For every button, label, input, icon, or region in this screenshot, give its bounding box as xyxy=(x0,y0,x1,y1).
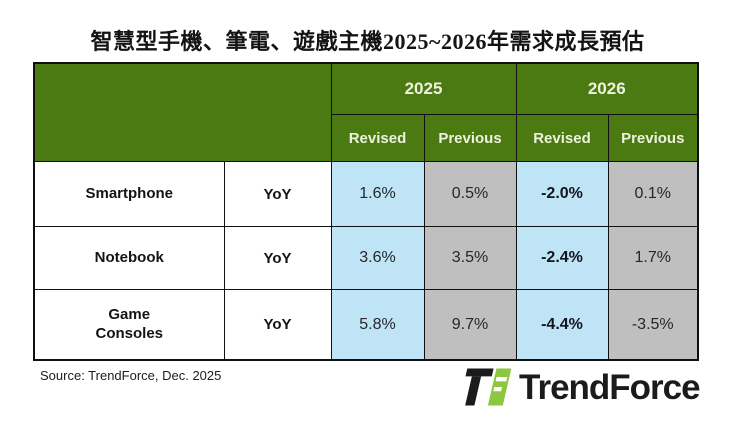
demand-forecast-table: 2025 2026 Revised Previous Revised Previ… xyxy=(33,62,699,361)
corner-cell xyxy=(33,62,332,162)
header-2026-revised: Revised xyxy=(515,114,609,162)
value-cell: -4.4% xyxy=(515,289,609,361)
header-2025-previous: Previous xyxy=(423,114,517,162)
trendforce-logo-icon xyxy=(465,368,512,406)
header-2025-revised: Revised xyxy=(330,114,425,162)
year-header-row: 2025 2026 xyxy=(33,62,699,162)
page-title: 智慧型手機、筆電、遊戲主機2025~2026年需求成長預估 xyxy=(90,29,645,54)
year-header-2025: 2025 xyxy=(330,62,517,115)
value-cell: 3.6% xyxy=(330,226,425,290)
metric-label: YoY xyxy=(223,289,332,361)
value-cell: 1.7% xyxy=(607,226,699,290)
row-label: Smartphone xyxy=(33,161,225,227)
header-2026-previous: Previous xyxy=(607,114,699,162)
value-cell: 0.5% xyxy=(423,161,517,227)
table-row-game-consoles: Game Consoles YoY 5.8% 9.7% -4.4% -3.5% xyxy=(33,289,699,361)
metric-label: YoY xyxy=(223,161,332,227)
source-note: Source: TrendForce, Dec. 2025 xyxy=(40,368,222,383)
trendforce-logo-text: TrendForce xyxy=(519,367,701,407)
value-cell: -2.4% xyxy=(515,226,609,290)
table-row-smartphone: Smartphone YoY 1.6% 0.5% -2.0% 0.1% xyxy=(33,161,699,227)
value-cell: -2.0% xyxy=(515,161,609,227)
row-label: Notebook xyxy=(33,226,225,290)
trendforce-logo: TrendForce xyxy=(458,359,701,415)
table-row-notebook: Notebook YoY 3.6% 3.5% -2.4% 1.7% xyxy=(33,226,699,290)
year-header-2026: 2026 xyxy=(515,62,699,115)
value-cell: 1.6% xyxy=(330,161,425,227)
value-cell: 0.1% xyxy=(607,161,699,227)
value-cell: -3.5% xyxy=(607,289,699,361)
sub-header-row: Revised Previous Revised Previous xyxy=(34,114,699,162)
value-cell: 3.5% xyxy=(423,226,517,290)
metric-label: YoY xyxy=(223,226,332,290)
row-label: Game Consoles xyxy=(33,289,225,361)
value-cell: 5.8% xyxy=(330,289,425,361)
value-cell: 9.7% xyxy=(423,289,517,361)
